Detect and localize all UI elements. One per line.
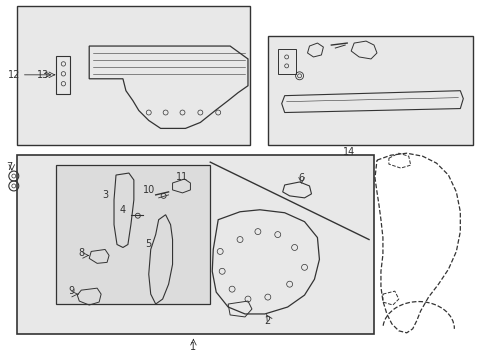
Text: 3: 3 bbox=[102, 190, 108, 200]
Bar bbox=[17, 155, 374, 334]
Text: 13: 13 bbox=[37, 70, 49, 80]
Bar bbox=[268, 36, 473, 145]
Text: 12: 12 bbox=[8, 70, 20, 80]
Text: 11: 11 bbox=[176, 172, 189, 182]
Text: 7: 7 bbox=[6, 162, 12, 172]
Bar bbox=[56, 165, 210, 304]
Text: 9: 9 bbox=[68, 286, 74, 296]
Text: 5: 5 bbox=[146, 239, 152, 249]
Text: 14: 14 bbox=[343, 147, 355, 157]
Text: 6: 6 bbox=[298, 173, 305, 183]
Text: 8: 8 bbox=[78, 248, 84, 258]
Text: 10: 10 bbox=[143, 185, 155, 195]
Text: 4: 4 bbox=[120, 205, 126, 215]
Text: 2: 2 bbox=[265, 316, 271, 326]
Bar bbox=[17, 6, 250, 145]
Text: 1: 1 bbox=[190, 342, 196, 352]
